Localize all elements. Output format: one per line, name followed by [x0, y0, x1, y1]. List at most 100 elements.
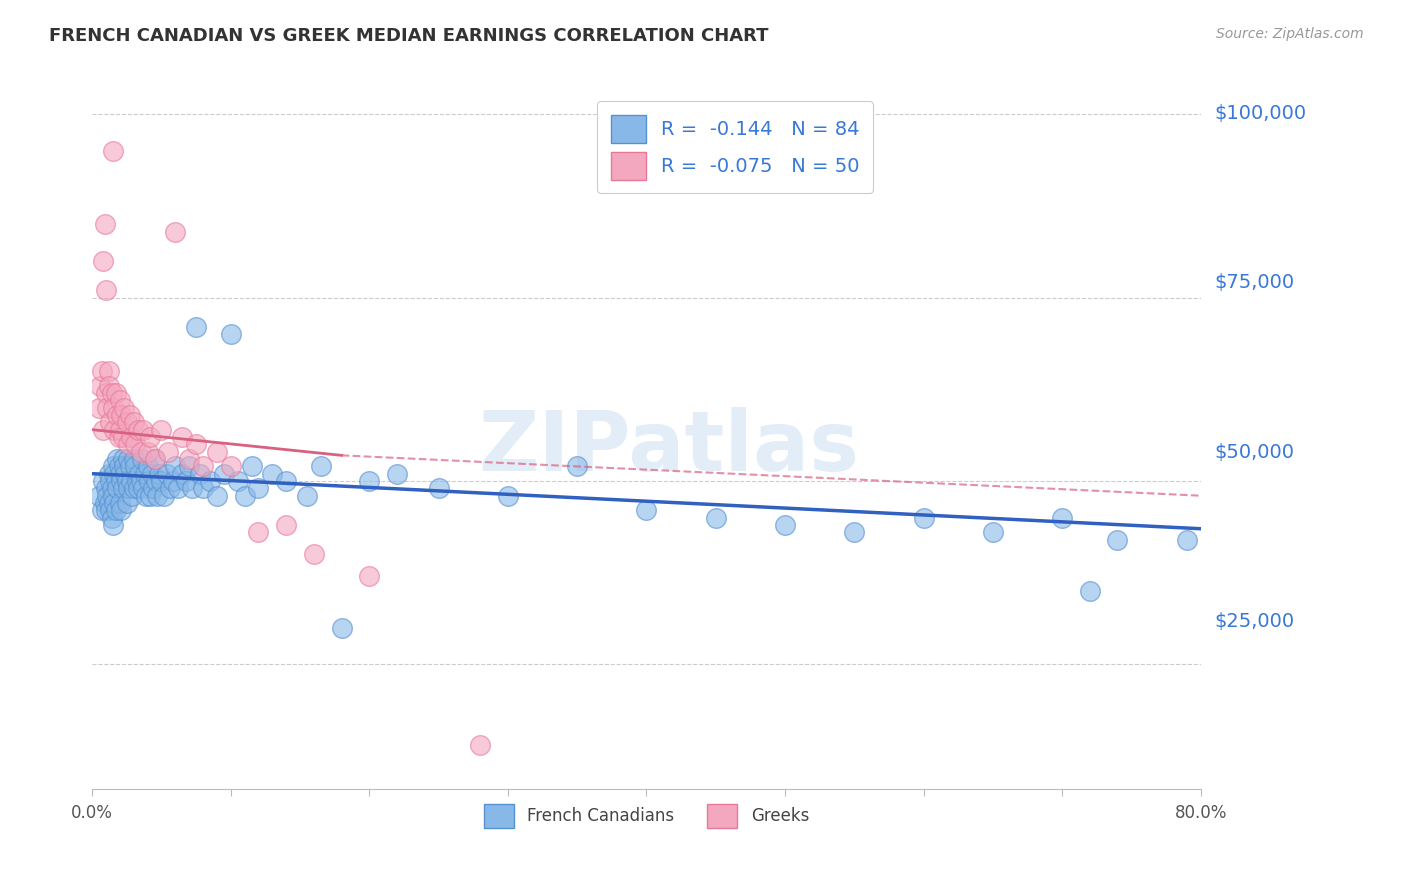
Point: [100, 481, 122, 495]
Point: [240, 459, 263, 474]
Point: [179, 459, 201, 474]
Point: [115, 474, 138, 488]
Point: [108, 393, 131, 408]
Point: [184, 437, 207, 451]
Point: [129, 474, 152, 488]
Point: [262, 467, 284, 481]
Point: [138, 474, 160, 488]
Point: [150, 423, 173, 437]
Point: [108, 496, 131, 510]
Point: [100, 386, 122, 401]
Point: [359, 474, 381, 488]
Point: [96, 489, 118, 503]
Point: [89, 378, 111, 392]
Point: [94, 386, 117, 401]
Point: [94, 283, 117, 297]
Point: [134, 467, 156, 481]
Point: [110, 503, 132, 517]
Point: [212, 467, 235, 481]
Point: [104, 386, 127, 401]
Point: [125, 474, 148, 488]
Point: [205, 444, 228, 458]
Point: [145, 474, 167, 488]
Point: [124, 459, 146, 474]
Point: [219, 327, 242, 342]
Point: [90, 364, 112, 378]
Point: [122, 415, 145, 429]
Point: [103, 467, 125, 481]
Point: [101, 401, 124, 415]
Point: [157, 444, 180, 458]
Point: [247, 481, 270, 495]
Point: [108, 467, 131, 481]
Point: [117, 437, 139, 451]
Point: [107, 430, 129, 444]
Point: [97, 378, 120, 392]
Point: [233, 489, 256, 503]
Point: [117, 481, 139, 495]
Point: [98, 415, 121, 429]
Point: [111, 452, 134, 467]
Point: [131, 452, 153, 467]
Point: [136, 444, 159, 458]
Point: [91, 423, 114, 437]
Point: [981, 525, 1004, 540]
Point: [105, 408, 128, 422]
Point: [1078, 584, 1101, 599]
Point: [111, 481, 134, 495]
Point: [565, 459, 588, 474]
Point: [97, 467, 120, 481]
Point: [176, 474, 198, 488]
Point: [165, 225, 187, 239]
Point: [101, 489, 124, 503]
Point: [172, 430, 194, 444]
Point: [309, 459, 332, 474]
Text: Source: ZipAtlas.com: Source: ZipAtlas.com: [1216, 27, 1364, 41]
Point: [704, 510, 727, 524]
Point: [156, 467, 179, 481]
Point: [496, 489, 519, 503]
Point: [122, 452, 145, 467]
Point: [103, 496, 125, 510]
Point: [121, 489, 143, 503]
Point: [359, 569, 381, 583]
Point: [159, 481, 181, 495]
Point: [104, 503, 127, 517]
Point: [103, 423, 125, 437]
Point: [107, 459, 129, 474]
Point: [98, 503, 121, 517]
Point: [115, 496, 138, 510]
Point: [143, 452, 166, 467]
Point: [179, 452, 201, 467]
Point: [105, 452, 128, 467]
Point: [141, 467, 163, 481]
Point: [1050, 510, 1073, 524]
Point: [122, 481, 145, 495]
Point: [91, 253, 114, 268]
Point: [1107, 533, 1129, 547]
Point: [143, 452, 166, 467]
Point: [188, 467, 211, 481]
Point: [276, 518, 298, 533]
Point: [247, 525, 270, 540]
Point: [90, 503, 112, 517]
Point: [181, 481, 204, 495]
Point: [98, 474, 121, 488]
Point: [115, 415, 138, 429]
Point: [1175, 533, 1198, 547]
Point: [117, 452, 139, 467]
Point: [96, 401, 118, 415]
Point: [295, 489, 318, 503]
Point: [112, 401, 135, 415]
Point: [184, 320, 207, 334]
Point: [219, 459, 242, 474]
Point: [198, 474, 221, 488]
Point: [127, 423, 149, 437]
Point: [636, 503, 658, 517]
Point: [97, 496, 120, 510]
Point: [139, 489, 162, 503]
Point: [120, 430, 142, 444]
Text: FRENCH CANADIAN VS GREEK MEDIAN EARNINGS CORRELATION CHART: FRENCH CANADIAN VS GREEK MEDIAN EARNINGS…: [49, 27, 769, 45]
Point: [468, 738, 491, 752]
Point: [844, 525, 866, 540]
